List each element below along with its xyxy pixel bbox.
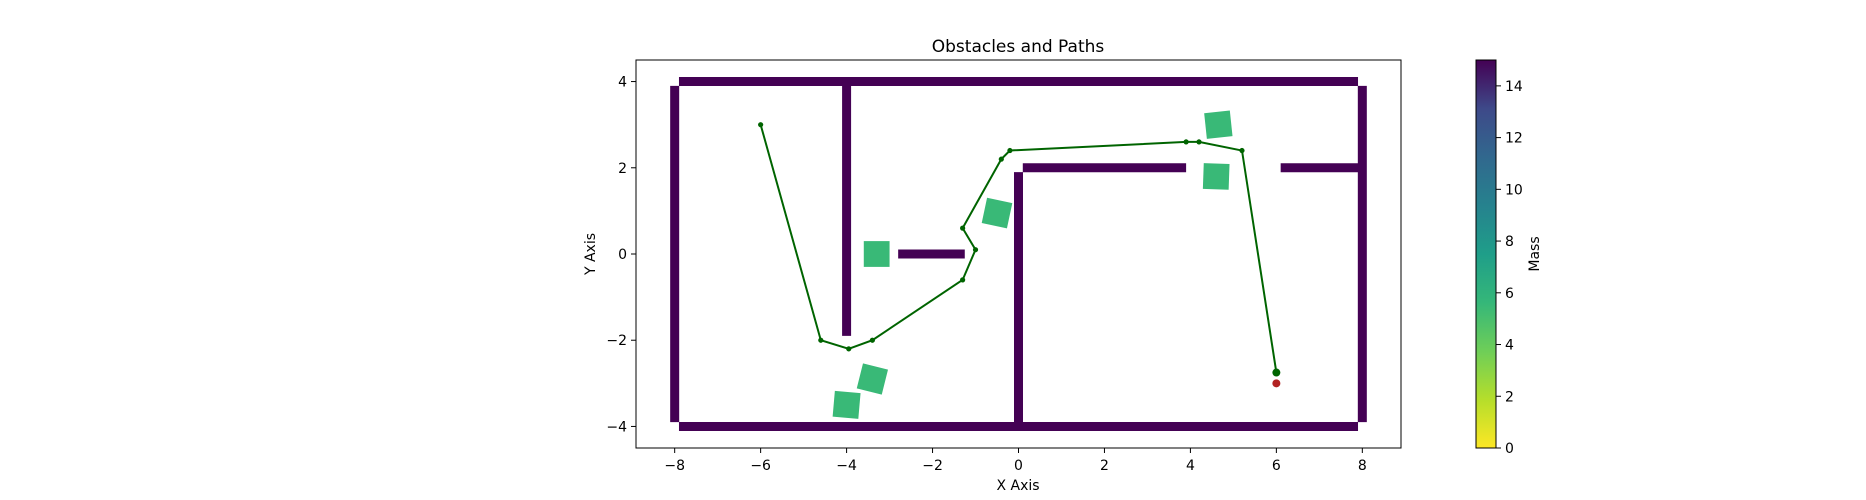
path-layer — [758, 122, 1281, 388]
path-point-3 — [846, 346, 852, 352]
colorbar-tick-label-3: 4 — [1505, 338, 1514, 354]
plot-area — [670, 77, 1367, 431]
chart-title: Obstacles and Paths — [932, 37, 1105, 57]
y-tick-label-1: −4 — [606, 419, 627, 435]
path-point-4 — [869, 337, 875, 343]
path-point-6 — [972, 247, 979, 253]
x-tick-label-5: 0 — [1014, 458, 1023, 474]
colorbar-tick-label-8: 14 — [1505, 79, 1523, 95]
walls-layer — [670, 77, 1367, 431]
y-tick-label-3: 0 — [618, 247, 627, 263]
x-tick-label-6: 2 — [1100, 458, 1109, 474]
x-tick-label-3: −4 — [836, 458, 857, 474]
path-point-1 — [758, 122, 764, 128]
x-tick-label-1: −8 — [664, 458, 685, 474]
y-axis-label: Y Axis — [583, 233, 599, 276]
path-point-11 — [1196, 139, 1202, 145]
x-tick-label-2: −6 — [750, 458, 771, 474]
x-tick-label-9: 8 — [1358, 458, 1367, 474]
y-ticks: −4 −2 0 2 4 — [606, 75, 636, 435]
path-point-9 — [1007, 147, 1013, 154]
x-tick-label-4: −2 — [922, 458, 943, 474]
x-tick-label-7: 4 — [1186, 458, 1195, 474]
boxes-layer — [832, 110, 1233, 419]
colorbar: 0 2 4 6 8 10 12 14 Mass — [1475, 59, 1543, 457]
y-tick-label-4: 2 — [618, 161, 627, 177]
goal-marker — [1272, 379, 1281, 388]
obstacle-box-6 — [832, 390, 861, 419]
y-tick-label-5: 4 — [618, 75, 627, 91]
x-tick-label-8: 6 — [1272, 458, 1281, 474]
y-tick-label-2: −2 — [606, 333, 627, 349]
colorbar-tick-label-4: 6 — [1505, 286, 1514, 302]
obstacle-box-4 — [1202, 163, 1230, 190]
colorbar-tick-label-2: 2 — [1505, 389, 1514, 405]
path-point-2 — [818, 337, 824, 343]
path-point-5 — [960, 277, 966, 283]
obstacle-box-2 — [981, 197, 1013, 229]
colorbar-tick-label-6: 10 — [1505, 182, 1523, 198]
colorbar-label: Mass — [1527, 236, 1543, 271]
colorbar-gradient — [1475, 59, 1497, 449]
obstacle-box-1 — [863, 241, 890, 267]
obstacle-box-5 — [856, 363, 889, 395]
x-ticks: −8 −6 −4 −2 0 2 4 6 8 — [664, 448, 1367, 474]
path-point-10 — [1183, 139, 1189, 145]
obstacle-box-3 — [1204, 110, 1233, 139]
colorbar-ticks: 0 2 4 6 8 10 12 14 — [1496, 79, 1523, 457]
path-point-7 — [960, 225, 966, 231]
x-axis-label: X Axis — [996, 478, 1039, 494]
path-point-13 — [1272, 368, 1281, 377]
path-point-8 — [998, 156, 1004, 162]
colorbar-tick-label-1: 0 — [1505, 441, 1514, 457]
colorbar-tick-label-5: 8 — [1505, 234, 1514, 250]
path-point-12 — [1239, 147, 1245, 154]
colorbar-tick-label-7: 12 — [1505, 131, 1523, 147]
